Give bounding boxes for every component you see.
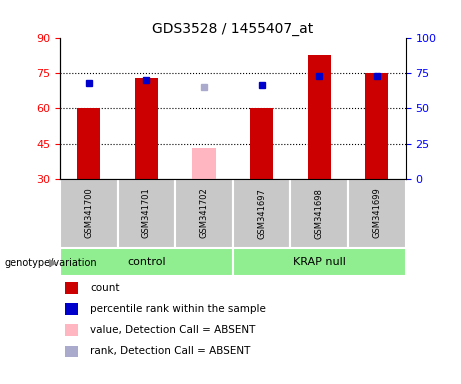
Text: GSM341702: GSM341702 <box>200 188 208 238</box>
Bar <box>290 179 348 248</box>
Text: ▶: ▶ <box>49 258 58 268</box>
Text: GSM341698: GSM341698 <box>315 188 324 238</box>
Bar <box>233 179 290 248</box>
Text: GSM341699: GSM341699 <box>372 188 381 238</box>
Bar <box>250 109 273 179</box>
Bar <box>308 55 331 179</box>
Text: KRAP null: KRAP null <box>293 257 346 267</box>
Bar <box>365 73 388 179</box>
Bar <box>118 179 175 248</box>
Bar <box>135 78 158 179</box>
Bar <box>175 179 233 248</box>
Text: GSM341701: GSM341701 <box>142 188 151 238</box>
Title: GDS3528 / 1455407_at: GDS3528 / 1455407_at <box>152 22 313 36</box>
Bar <box>60 248 233 276</box>
Bar <box>77 109 100 179</box>
Bar <box>233 248 406 276</box>
Bar <box>60 179 118 248</box>
Bar <box>348 179 406 248</box>
Text: control: control <box>127 257 165 267</box>
Text: value, Detection Call = ABSENT: value, Detection Call = ABSENT <box>90 325 255 335</box>
Text: rank, Detection Call = ABSENT: rank, Detection Call = ABSENT <box>90 346 250 356</box>
Text: GSM341700: GSM341700 <box>84 188 93 238</box>
Text: GSM341697: GSM341697 <box>257 188 266 238</box>
Text: genotype/variation: genotype/variation <box>5 258 97 268</box>
Text: percentile rank within the sample: percentile rank within the sample <box>90 304 266 314</box>
Text: count: count <box>90 283 119 293</box>
Bar <box>193 148 216 179</box>
